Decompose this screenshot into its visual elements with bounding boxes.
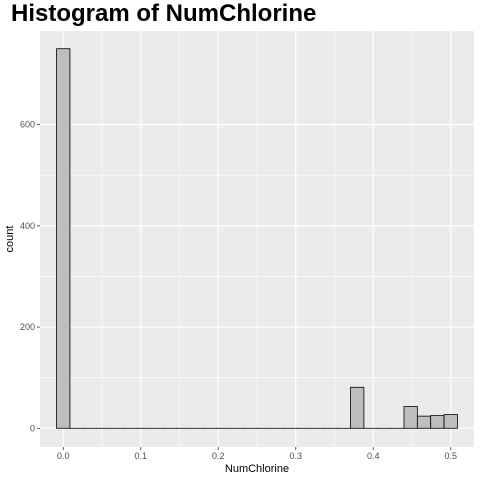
y-axis-title: count <box>4 226 16 253</box>
y-tick-label: 0 <box>30 423 35 433</box>
x-axis: 0.0 0.1 0.2 0.3 0.4 0.5 <box>57 447 457 461</box>
chart-title: Histogram of NumChlorine <box>11 0 317 27</box>
grid-minor <box>40 31 474 447</box>
histogram-bar <box>430 415 445 429</box>
x-tick-label: 0.0 <box>57 451 70 461</box>
histogram-bar <box>56 48 71 429</box>
y-tick-label: 600 <box>20 120 35 130</box>
x-axis-title: NumChlorine <box>225 463 289 475</box>
y-tick-label: 200 <box>20 322 35 332</box>
y-tick-label: 400 <box>20 221 35 231</box>
x-tick-label: 0.1 <box>134 451 147 461</box>
x-tick-label: 0.3 <box>289 451 302 461</box>
bars <box>56 48 458 429</box>
x-tick-label: 0.2 <box>212 451 225 461</box>
histogram-bar <box>350 386 365 429</box>
x-tick-label: 0.4 <box>367 451 380 461</box>
x-tick-label: 0.5 <box>444 451 457 461</box>
histogram-bar <box>416 415 432 429</box>
histogram-bar <box>403 406 418 429</box>
y-axis: 0 200 400 600 <box>20 120 40 433</box>
histogram-bar <box>443 414 458 429</box>
